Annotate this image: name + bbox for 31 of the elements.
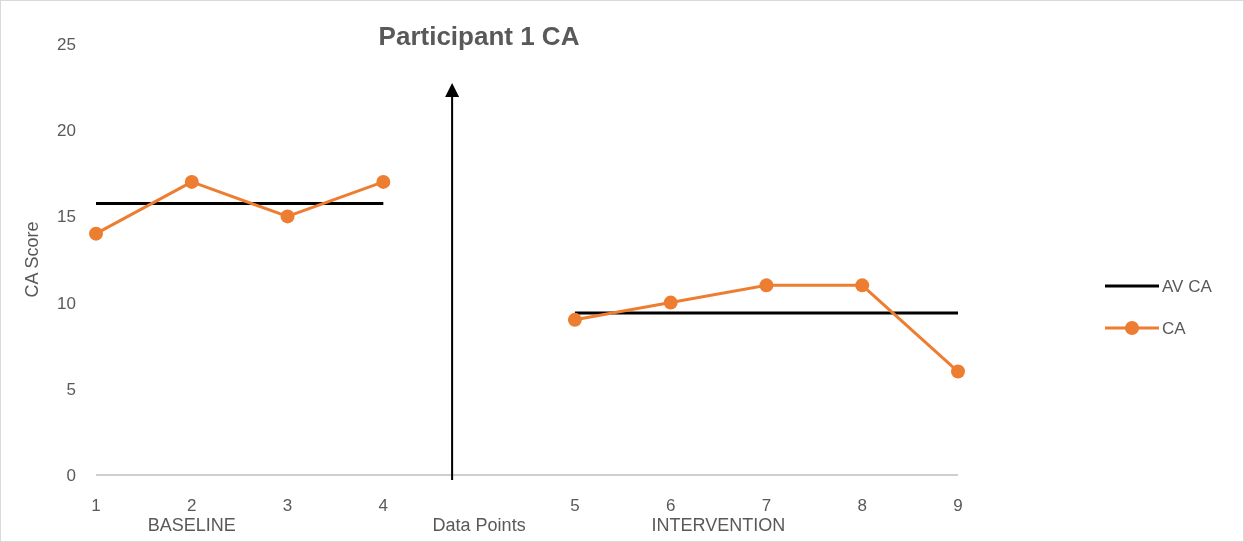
y-tick-label: 15 [57,207,76,227]
legend-label: CA [1162,318,1187,338]
y-tick-label: 10 [57,293,76,313]
point [663,295,678,310]
text: INTERVENTION [651,515,786,535]
point [951,364,965,379]
y-tick-label: 5 [66,379,76,399]
x-axis-title: Data Points [432,515,526,535]
text: BASELINE [147,515,236,535]
point [184,174,199,189]
point [376,174,391,189]
y-axis-title: CA Score [22,221,42,298]
x-tick-label: 3 [282,496,293,515]
point [89,226,103,241]
point [280,209,295,224]
chart-title: Participant 1 CA [378,21,580,51]
x-tick-label: 7 [761,496,772,515]
x-tick-label: 1 [91,496,101,515]
y-tick-label: 20 [57,121,76,141]
x-tick-label: 4 [378,496,389,515]
x-tick-label: 9 [953,496,963,515]
point [855,278,870,293]
legend-label: AV CA [1162,276,1213,296]
x-tick-label: 5 [570,496,580,515]
x-tick-label: 8 [857,496,867,515]
y-tick-label: 0 [66,465,76,485]
x-tick-label: 6 [665,496,676,515]
x-tick-label: 2 [187,496,197,515]
point [759,278,774,293]
point [567,312,582,327]
y-tick-label: 25 [57,34,76,54]
